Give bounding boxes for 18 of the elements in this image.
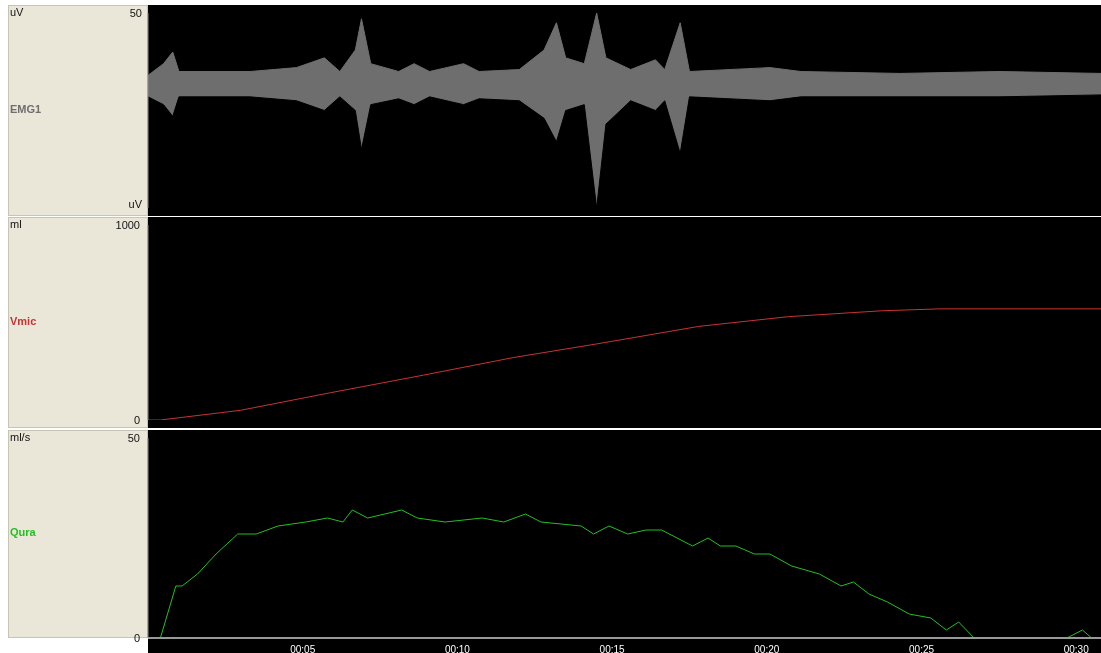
x-tick-label: 00:10 [444, 644, 471, 653]
x-tick-label: 00:20 [754, 644, 780, 653]
text: Qura [10, 526, 36, 538]
x-tick-label: 00:30 [1063, 644, 1090, 653]
text: Vmic [10, 314, 37, 327]
y-axis-title: ml [10, 218, 22, 230]
x-tick-label: 00:25 [909, 644, 935, 653]
y-tick-label: 0 [133, 632, 140, 644]
x-tick-label: 00:15 [599, 644, 626, 653]
y-axis-title: uV [10, 6, 24, 18]
text: EMG1 [10, 102, 42, 115]
y-axis-title: ml/s [10, 431, 31, 443]
x-tick-label: 00:05 [290, 644, 316, 653]
line-series [148, 308, 1101, 420]
y-tick-label: 0 [133, 414, 140, 426]
y-tick-label: 1000 [115, 219, 140, 231]
y-tick-label: 50 [127, 432, 140, 444]
text: uV [128, 198, 142, 210]
